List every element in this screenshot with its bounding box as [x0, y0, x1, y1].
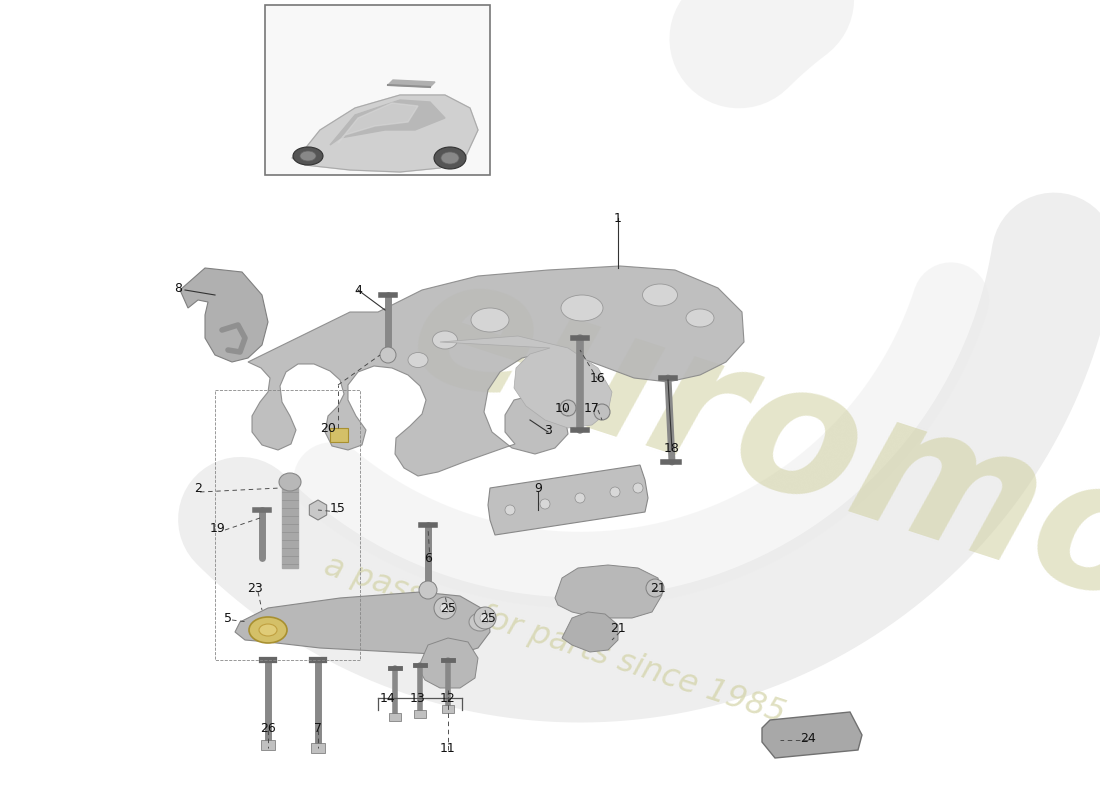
Ellipse shape [469, 613, 491, 631]
Text: 17: 17 [584, 402, 600, 414]
Text: 15: 15 [330, 502, 345, 514]
Bar [442, 705, 454, 713]
Ellipse shape [293, 147, 323, 165]
Text: 25: 25 [480, 611, 496, 625]
Ellipse shape [642, 284, 678, 306]
Text: 23: 23 [248, 582, 263, 594]
Polygon shape [418, 638, 478, 688]
Polygon shape [282, 488, 298, 568]
Circle shape [540, 499, 550, 509]
Text: 12: 12 [440, 691, 455, 705]
Text: 1: 1 [614, 211, 622, 225]
Text: 7: 7 [314, 722, 322, 734]
Text: 13: 13 [410, 691, 426, 705]
Polygon shape [235, 592, 490, 655]
Text: 21: 21 [610, 622, 626, 634]
Polygon shape [248, 266, 744, 476]
Text: 24: 24 [800, 731, 816, 745]
Bar [330, 428, 348, 442]
Circle shape [610, 487, 620, 497]
Text: 16: 16 [590, 371, 606, 385]
Polygon shape [488, 465, 648, 535]
Polygon shape [180, 268, 268, 362]
Ellipse shape [686, 309, 714, 327]
Text: 3: 3 [544, 423, 552, 437]
Ellipse shape [300, 151, 316, 161]
Ellipse shape [441, 152, 459, 164]
Text: 10: 10 [556, 402, 571, 414]
Polygon shape [388, 80, 434, 87]
Ellipse shape [249, 617, 287, 643]
Text: 5: 5 [224, 611, 232, 625]
Circle shape [434, 597, 456, 619]
Circle shape [646, 579, 664, 597]
Circle shape [594, 404, 610, 420]
Polygon shape [338, 103, 418, 143]
Text: euromores: euromores [390, 237, 1100, 743]
Text: 11: 11 [440, 742, 455, 754]
Bar [265, 5, 490, 175]
Circle shape [419, 581, 437, 599]
Bar [389, 713, 402, 721]
Circle shape [480, 613, 490, 623]
Bar [261, 740, 275, 750]
Polygon shape [562, 612, 618, 652]
Bar [311, 743, 324, 753]
Ellipse shape [432, 331, 458, 349]
Polygon shape [440, 336, 612, 428]
Ellipse shape [279, 473, 301, 491]
Text: 9: 9 [535, 482, 542, 494]
Text: 26: 26 [260, 722, 276, 734]
Circle shape [575, 493, 585, 503]
Text: 18: 18 [664, 442, 680, 454]
Circle shape [560, 400, 576, 416]
Text: 14: 14 [381, 691, 396, 705]
Polygon shape [292, 95, 478, 172]
Text: 21: 21 [650, 582, 666, 594]
Text: 4: 4 [354, 283, 362, 297]
Text: 8: 8 [174, 282, 182, 294]
Ellipse shape [561, 295, 603, 321]
Bar [214, 390, 360, 660]
Text: 2: 2 [194, 482, 202, 494]
Ellipse shape [471, 308, 509, 332]
Circle shape [440, 603, 450, 613]
Circle shape [379, 347, 396, 363]
Polygon shape [762, 712, 862, 758]
Polygon shape [556, 565, 662, 618]
Circle shape [632, 483, 644, 493]
Ellipse shape [408, 353, 428, 367]
Text: 20: 20 [320, 422, 336, 434]
Circle shape [474, 607, 496, 629]
Ellipse shape [434, 147, 466, 169]
Polygon shape [330, 100, 446, 145]
Ellipse shape [258, 624, 277, 636]
Text: 6: 6 [425, 551, 432, 565]
Text: a passion for parts since 1985: a passion for parts since 1985 [320, 550, 789, 730]
Text: 25: 25 [440, 602, 455, 614]
Text: 19: 19 [210, 522, 225, 534]
Circle shape [505, 505, 515, 515]
Bar [414, 710, 426, 718]
